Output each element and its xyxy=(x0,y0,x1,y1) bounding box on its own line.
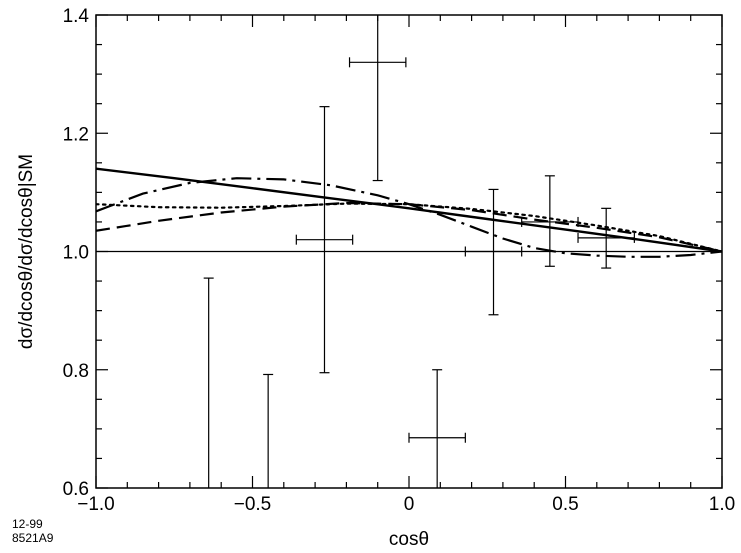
y-tick-label: 1.2 xyxy=(63,124,89,145)
series-line-4 xyxy=(96,177,722,258)
error-bar-6 xyxy=(577,207,635,269)
error-bar-1 xyxy=(348,15,407,182)
x-tick-label: −1.0 xyxy=(77,494,115,515)
plot-clipped xyxy=(96,15,722,488)
figure-date-code: 12-99 xyxy=(12,517,43,531)
figure-id-code: 8521A9 xyxy=(12,531,54,545)
error-bar-4 xyxy=(464,188,523,316)
x-tick-label: 1.0 xyxy=(709,494,735,515)
error-bar-8 xyxy=(263,373,274,488)
series-line-1 xyxy=(96,167,722,253)
x-axis-label: cosθ xyxy=(389,529,429,550)
x-tick-label: 0.5 xyxy=(552,494,578,515)
error-bar-2 xyxy=(295,106,354,374)
y-tick-label: 0.8 xyxy=(63,361,89,382)
axis-ticks: −1.0 −0.5 0 0.5 1.0 0.6 0.8 1.0 1.2 1.4 xyxy=(63,6,736,515)
y-tick-label: 0.6 xyxy=(63,479,89,500)
error-bar-5 xyxy=(521,175,579,267)
y-tick-label: 1.0 xyxy=(63,243,89,264)
series-line-2 xyxy=(96,201,722,253)
y-tick-label: 1.4 xyxy=(63,6,90,27)
x-tick-label: 0 xyxy=(404,494,415,515)
y-axis-label: dσ/dcosθ/dσ/dcosθ|SM xyxy=(16,154,37,349)
x-tick-label: −0.5 xyxy=(234,494,272,515)
error-bar-3 xyxy=(408,369,466,488)
series-line-3 xyxy=(96,202,722,253)
error-bar-7 xyxy=(203,277,214,488)
plot-area xyxy=(96,15,722,488)
